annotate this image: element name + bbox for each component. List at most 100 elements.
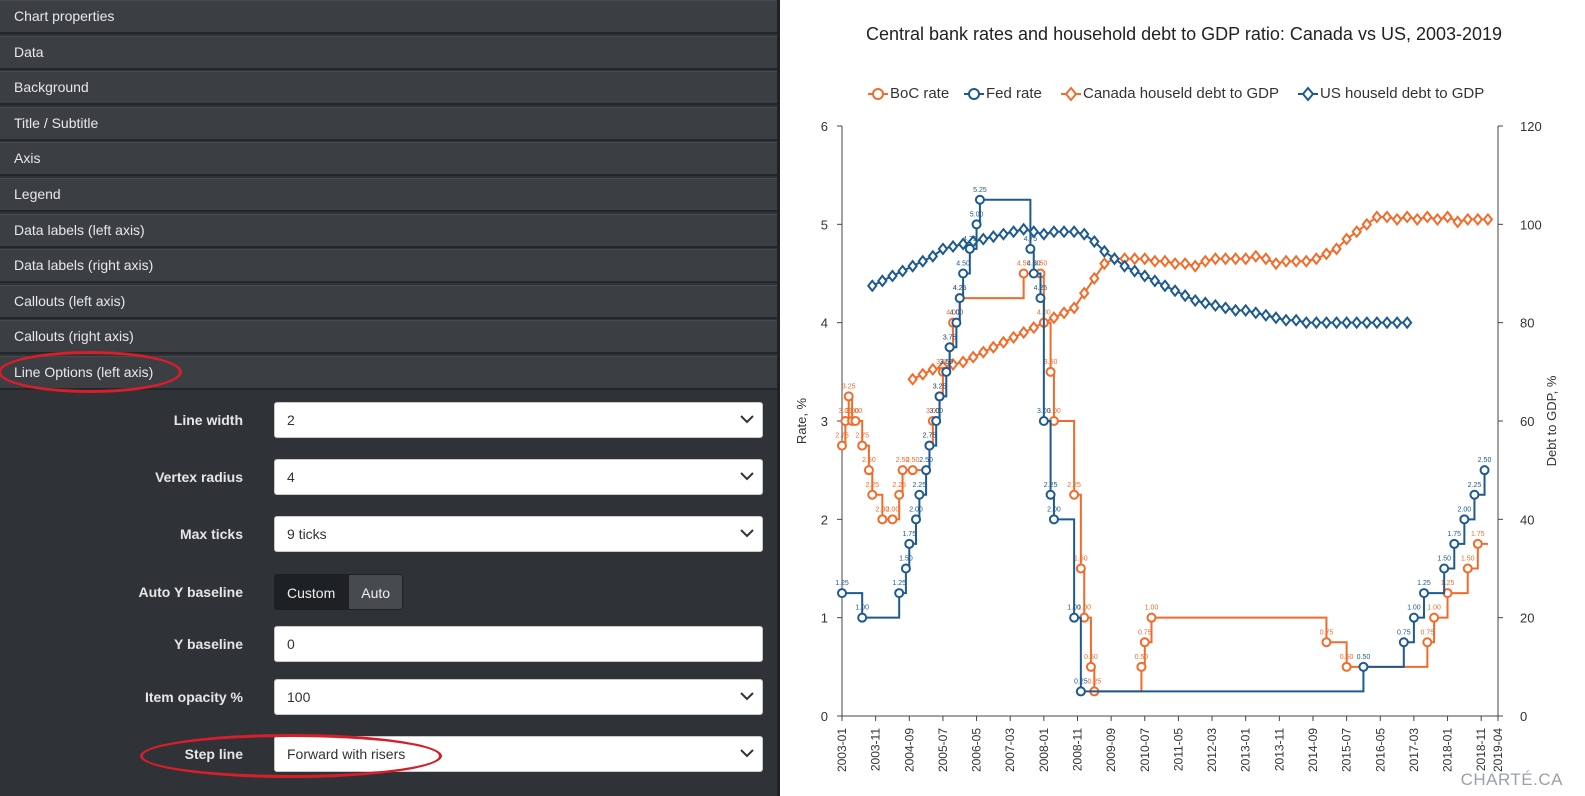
item-opacity-select[interactable]: 100: [274, 679, 763, 715]
series-point: [1220, 252, 1231, 266]
item-opacity-row: Item opacity % 100: [0, 679, 780, 717]
series-point: [907, 372, 918, 386]
step-line-value: Forward with risers: [287, 746, 406, 762]
section-label: Data labels (right axis): [14, 257, 154, 274]
series-point: [837, 440, 847, 451]
series-point: [1418, 588, 1429, 599]
vertex-radius-select[interactable]: 4: [274, 459, 763, 495]
data-label: 4.75: [963, 236, 977, 243]
section-callouts-left[interactable]: Callouts (left axis): [0, 284, 777, 319]
x-tick-label: 2006-05: [970, 728, 984, 772]
y-baseline-input[interactable]: 0: [274, 626, 763, 662]
series-point: [1018, 222, 1029, 236]
section-title-subtitle[interactable]: Title / Subtitle: [0, 106, 777, 141]
section-data-labels-left[interactable]: Data labels (left axis): [0, 213, 777, 248]
series-point: [887, 269, 898, 283]
custom-button[interactable]: Custom: [274, 574, 349, 610]
series-point: [1469, 489, 1480, 500]
series-point: [1472, 212, 1484, 227]
section-data-labels-right[interactable]: Data labels (right axis): [0, 249, 777, 284]
max-ticks-select[interactable]: 9 ticks: [274, 516, 763, 552]
series-point: [1179, 257, 1191, 271]
y2-axis-label: Debt to GDP, %: [1544, 375, 1559, 466]
series-point: [1358, 661, 1369, 672]
data-label: 2.75: [855, 433, 869, 440]
series-point: [1179, 289, 1191, 303]
series-line-canada-debt: [912, 215, 1488, 381]
series-point: [1398, 637, 1409, 648]
data-label: 2.50: [919, 457, 933, 464]
data-label: 2.25: [1044, 482, 1058, 489]
series-point: [1230, 252, 1241, 266]
series-point: [1099, 257, 1110, 271]
series-point: [867, 489, 878, 500]
line-width-label: Line width: [173, 412, 243, 428]
series-point: [1321, 247, 1332, 261]
section-callouts-right[interactable]: Callouts (right axis): [0, 320, 777, 355]
auto-y-baseline-row: Auto Y baseline Custom Auto: [0, 574, 780, 612]
series-point: [1351, 225, 1362, 239]
data-label: 0.75: [1421, 629, 1435, 636]
series-point: [1069, 489, 1080, 500]
series-point: [958, 268, 969, 279]
series-point: [1075, 563, 1086, 574]
series-point: [1028, 268, 1039, 279]
section-label: Data labels (left axis): [14, 221, 145, 238]
series-point: [941, 366, 952, 377]
series-point: [921, 465, 932, 476]
data-label: 2.00: [1047, 506, 1061, 513]
series-point: [1408, 612, 1419, 623]
data-label: 0.50: [1084, 654, 1098, 661]
series-point: [877, 274, 888, 288]
series-point: [998, 227, 1009, 241]
series-point: [1230, 303, 1241, 317]
data-label: 0.75: [1320, 629, 1334, 636]
auto-button[interactable]: Auto: [348, 574, 404, 610]
series-point: [1479, 465, 1490, 476]
data-label: 3.25: [842, 383, 856, 390]
series-point: [1290, 313, 1302, 327]
series-point: [1078, 227, 1090, 241]
series-point: [866, 279, 878, 293]
x-tick-label: 2015-07: [1340, 728, 1354, 772]
y-tick-label: 6: [821, 119, 828, 134]
series-point: [1058, 306, 1070, 320]
section-data[interactable]: Data: [0, 35, 777, 70]
series-point: [1361, 217, 1373, 231]
x-tick-label: 2014-09: [1306, 728, 1320, 772]
data-label: 2.50: [906, 457, 920, 464]
data-label: 1.00: [1077, 605, 1091, 612]
series-point: [1452, 215, 1463, 229]
section-axis[interactable]: Axis: [0, 142, 777, 177]
series-point: [1391, 316, 1403, 330]
y2-tick-label: 100: [1520, 217, 1542, 232]
x-tick-label: 2013-01: [1239, 728, 1253, 772]
data-label: 1.00: [1067, 605, 1081, 612]
series-point: [1035, 293, 1046, 304]
series-point: [1401, 210, 1413, 224]
section-legend[interactable]: Legend: [0, 177, 777, 212]
section-chart-properties[interactable]: Chart properties: [0, 0, 777, 34]
data-label: 3.00: [839, 408, 853, 415]
series-point: [1136, 661, 1147, 672]
vertex-radius-value: 4: [287, 469, 295, 485]
series-point: [894, 489, 905, 500]
section-background[interactable]: Background: [0, 71, 777, 106]
diamond-marker-icon: [1298, 86, 1318, 102]
series-point: [1422, 637, 1433, 648]
series-point: [1311, 316, 1322, 330]
step-line-select[interactable]: Forward with risers: [274, 736, 763, 772]
data-label: 4.50: [1034, 261, 1048, 268]
series-point: [927, 249, 939, 263]
series-point: [1045, 366, 1056, 377]
section-line-options-left[interactable]: Line Options (left axis): [0, 355, 777, 390]
series-point: [957, 355, 969, 369]
line-width-select[interactable]: 2: [274, 402, 763, 438]
series-point: [1139, 252, 1151, 266]
series-point: [1449, 538, 1460, 549]
data-label: 0.25: [1087, 678, 1101, 685]
series-point: [900, 563, 911, 574]
chevron-down-icon: [740, 692, 754, 701]
series-point: [1341, 232, 1352, 246]
